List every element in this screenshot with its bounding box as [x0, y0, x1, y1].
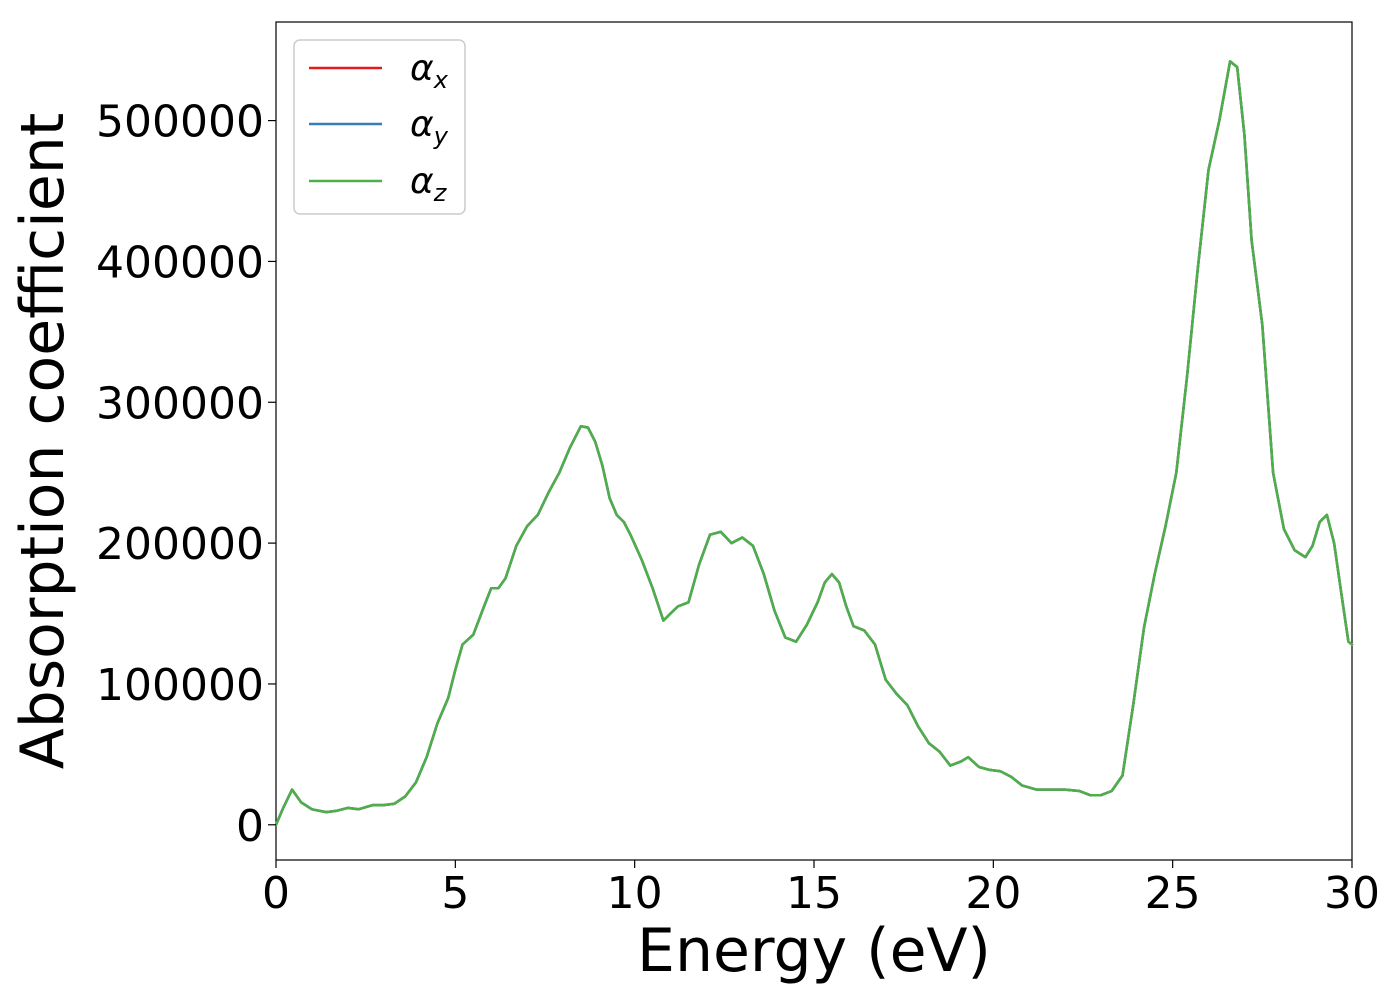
x-tick-label: 15	[786, 868, 842, 919]
legend-label-base: α	[410, 161, 434, 202]
x-tick-label: 10	[607, 868, 663, 919]
legend-label-subscript: y	[433, 122, 449, 150]
x-tick-label: 0	[262, 868, 290, 919]
legend-box	[293, 39, 466, 215]
y-tick-label: 300000	[96, 378, 264, 429]
y-axis-title: Absorption coefficient	[8, 113, 78, 770]
x-tick-label: 25	[1145, 868, 1201, 919]
legend-label-x: αx	[410, 48, 449, 94]
legend-label-base: α	[410, 48, 434, 89]
x-tick-label: 5	[441, 868, 469, 919]
y-tick-label: 0	[236, 801, 264, 852]
y-tick-label: 500000	[96, 97, 264, 148]
legend-label-y: αy	[410, 104, 449, 150]
legend-label-z: αz	[410, 161, 448, 207]
y-axis: 0 100000 200000 300000 400000 500000	[96, 97, 276, 852]
y-tick-label: 100000	[96, 660, 264, 711]
x-tick-label: 30	[1324, 868, 1380, 919]
y-tick-label: 200000	[96, 519, 264, 570]
legend-label-subscript: x	[433, 66, 449, 94]
series-line-alpha-z	[274, 60, 1354, 827]
legend-label-subscript: z	[433, 179, 448, 207]
legend-label-base: α	[410, 104, 434, 145]
x-tick-label: 20	[965, 868, 1021, 919]
x-axis: 0 5 10 15 20 25 30	[262, 860, 1380, 919]
y-tick-label: 400000	[96, 237, 264, 288]
x-axis-title: Energy (eV)	[637, 916, 991, 986]
series-layer	[274, 60, 1354, 827]
